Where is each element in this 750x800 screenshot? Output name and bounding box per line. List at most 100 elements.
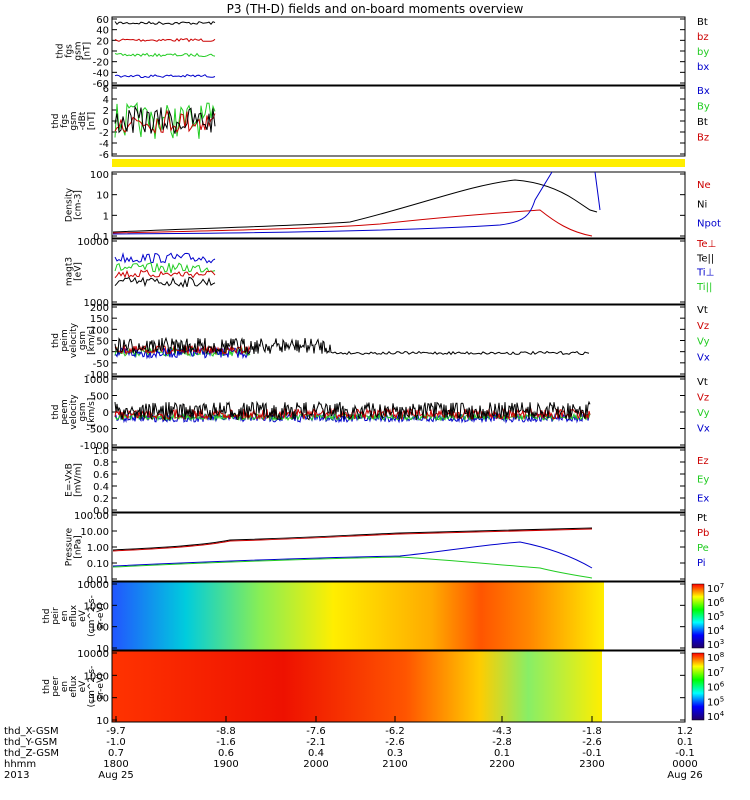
y-axis-label: fgs [60,114,70,128]
y-tick-label: 0.4 [93,482,109,493]
y-tick-label: 0.6 [93,470,109,481]
y-axis-label: sr-eV) [96,673,106,699]
series-line [112,171,601,235]
colorbar-tick: 103 [707,638,724,651]
series-line [114,38,216,43]
y-gsm-value: 0.1 [677,737,693,748]
legend-entry: Te⊥ [696,239,716,250]
y-axis-label: en [60,610,70,621]
panel-frame [111,16,686,86]
end-date: Aug 26 [667,770,702,781]
legend-entry: Pb [697,528,709,539]
colorbar-tick: 106 [707,596,725,609]
spectrogram [112,582,604,650]
y-axis-label: thd [56,44,66,59]
legend-entry: Te|| [696,253,714,264]
y-axis-label: [km/s] [87,326,97,355]
y-tick-label: 10 [96,191,109,202]
panel-frame [111,238,686,305]
series-line [114,21,216,26]
legend-entry: Ti⊥ [696,268,714,279]
panel-temperature [111,238,686,305]
panel-frame [111,447,686,513]
legend-entry: Vt [697,377,708,388]
colorbar-tick: 106 [707,681,725,694]
legend-entry: By [697,102,710,113]
y-tick-label: -60 [93,79,109,90]
series-line [114,262,216,274]
y-tick-label: 6 [103,84,109,95]
y-gsm-value: -2.6 [385,737,405,748]
legend-entry: Bx [697,86,710,97]
y-tick-label: 1.0 [93,446,109,457]
colorbar [691,652,705,721]
z-gsm-value: -0.1 [582,748,602,759]
y-tick-label: -1000 [80,441,109,452]
y-tick-label: -100 [86,370,109,381]
y-tick-label: 150 [90,314,109,325]
y-tick-label: 100 [90,325,109,336]
y-axis-label: sr-eV) [96,603,106,629]
panel-peem-velocity [111,376,686,448]
x-tick-label: 1900 [213,759,238,770]
y-axis-label: E=-VxB [65,463,75,497]
y-tick-label: 60 [96,15,109,26]
y-tick-label: -20 [93,58,109,69]
y-tick-label: 4 [103,95,109,106]
y-tick-label: 0.10 [87,559,109,570]
y-tick-label: 1.00 [87,543,109,554]
legend-entry: Bt [697,17,708,28]
y-tick-label: 0 [103,408,109,419]
x-tick-label: 0000 [672,759,697,770]
y-axis-label: peir [51,607,61,625]
y-tick-label: 100 [90,170,109,181]
y-axis-label: -dBt [78,111,88,130]
y-tick-label: 10.00 [80,527,109,538]
position-label: thd_Y-GSM [4,737,57,748]
y-tick-label: -500 [86,425,109,436]
series-line [114,400,591,422]
y-axis-label: thd [51,333,61,348]
y-axis-label: [mV/m] [74,463,84,497]
series-line [112,528,593,552]
y-tick-label: 1000 [84,601,109,612]
x-gsm-value: -7.6 [306,726,326,737]
series-line [114,52,216,58]
y-tick-label: 0 [103,348,109,359]
colorbar-tick: 105 [707,610,724,623]
y-tick-label: 40 [96,26,109,37]
z-gsm-value: 0.4 [308,748,324,759]
legend-entry: bx [697,62,709,73]
y-gsm-value: -2.1 [306,737,326,748]
x-gsm-value: -9.7 [106,726,126,737]
colorbar-tick: 105 [707,695,724,708]
y-tick-label: 0.8 [93,458,109,469]
legend-entry: Vz [697,321,709,332]
y-gsm-value: -1.6 [216,737,236,748]
position-label: hhmm [4,759,36,770]
series-line [112,179,598,233]
y-tick-label: 100.00 [74,511,109,522]
y-axis-label: Pressure [65,527,75,566]
y-tick-label: 0 [103,47,109,58]
legend-entry: Pt [697,513,707,524]
y-axis-label: [cm-3] [74,190,84,220]
y-tick-label: 10000 [77,580,109,591]
legend-entry: Vy [697,408,710,419]
legend-entry: Vx [697,424,710,435]
colorbar-tick: 104 [707,624,725,637]
legend-entry: Bt [697,117,708,128]
y-tick-label: 1000 [84,375,109,386]
y-axis-label: thd [51,114,61,129]
y-tick-label: 200 [90,303,109,314]
z-gsm-value: 0.7 [108,748,124,759]
x-tick-label: 1800 [103,759,128,770]
legend-entry: Ey [697,475,709,486]
y-axis-label: thd [42,609,52,624]
y-axis-label: gsm [74,41,84,60]
legend-entry: bz [697,32,709,43]
z-gsm-value: 0.3 [387,748,403,759]
colorbar-tick: 108 [707,651,724,664]
series-line [114,412,591,422]
